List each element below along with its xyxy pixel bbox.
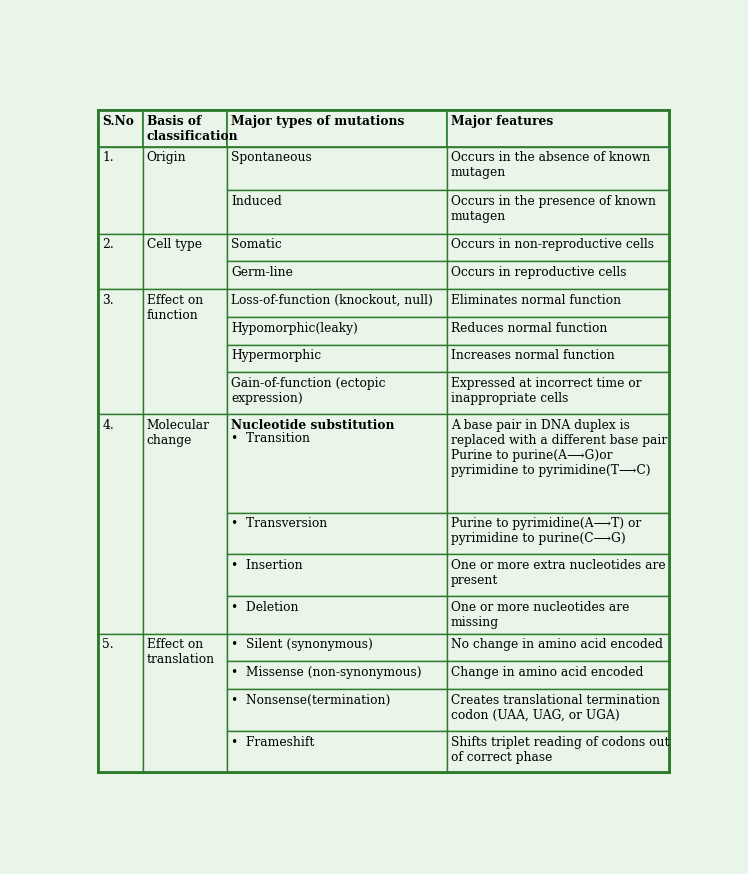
Bar: [447, 110, 669, 147]
Text: Molecular
change: Molecular change: [147, 419, 209, 447]
Text: Effect on
translation: Effect on translation: [147, 638, 215, 666]
Bar: [98, 233, 143, 289]
Text: Cell type: Cell type: [147, 239, 202, 251]
Text: Occurs in reproductive cells: Occurs in reproductive cells: [451, 266, 626, 279]
Text: One or more extra nucleotides are
present: One or more extra nucleotides are presen…: [451, 559, 666, 587]
Text: Increases normal function: Increases normal function: [451, 350, 614, 363]
Text: Gain-of-function (ectopic
expression): Gain-of-function (ectopic expression): [231, 378, 386, 406]
Text: 3.: 3.: [102, 294, 114, 307]
Bar: [143, 147, 227, 233]
Text: Shifts triplet reading of codons out
of correct phase: Shifts triplet reading of codons out of …: [451, 736, 669, 764]
Text: •  Deletion: • Deletion: [231, 600, 298, 614]
Text: Germ-line: Germ-line: [231, 266, 293, 279]
Text: Occurs in the absence of known
mutagen: Occurs in the absence of known mutagen: [451, 151, 650, 179]
Bar: [143, 634, 227, 773]
Text: Induced: Induced: [231, 195, 282, 208]
Bar: [447, 634, 669, 662]
Bar: [227, 261, 447, 289]
Bar: [227, 512, 447, 554]
Bar: [447, 512, 669, 554]
Bar: [227, 414, 447, 512]
Bar: [447, 289, 669, 317]
Text: 5.: 5.: [102, 638, 114, 651]
Text: •  Transition: • Transition: [231, 432, 310, 445]
Bar: [227, 634, 447, 662]
Bar: [447, 147, 669, 191]
Bar: [447, 662, 669, 689]
Bar: [143, 233, 227, 289]
Text: Spontaneous: Spontaneous: [231, 151, 312, 164]
Bar: [447, 596, 669, 634]
Text: •  Missense (non-synonymous): • Missense (non-synonymous): [231, 666, 422, 679]
Bar: [447, 689, 669, 731]
Text: 4.: 4.: [102, 419, 114, 432]
Text: Loss-of-function (knockout, null): Loss-of-function (knockout, null): [231, 294, 433, 307]
Bar: [227, 689, 447, 731]
Text: Change in amino acid encoded: Change in amino acid encoded: [451, 666, 643, 679]
Text: •  Transversion: • Transversion: [231, 517, 328, 531]
Bar: [227, 233, 447, 261]
Text: A base pair in DNA duplex is
replaced with a different base pair
Purine to purin: A base pair in DNA duplex is replaced wi…: [451, 419, 667, 477]
Bar: [227, 289, 447, 317]
Bar: [227, 344, 447, 372]
Bar: [143, 289, 227, 414]
Text: •  Frameshift: • Frameshift: [231, 736, 314, 748]
Bar: [447, 554, 669, 596]
Bar: [98, 147, 143, 233]
Text: Major features: Major features: [451, 115, 553, 128]
Text: Origin: Origin: [147, 151, 186, 164]
Bar: [447, 317, 669, 344]
Bar: [227, 554, 447, 596]
Text: S.No: S.No: [102, 115, 134, 128]
Bar: [227, 317, 447, 344]
Bar: [227, 110, 447, 147]
Text: •  Silent (synonymous): • Silent (synonymous): [231, 638, 373, 651]
Bar: [227, 662, 447, 689]
Text: Occurs in non-reproductive cells: Occurs in non-reproductive cells: [451, 239, 654, 251]
Bar: [447, 233, 669, 261]
Text: Eliminates normal function: Eliminates normal function: [451, 294, 621, 307]
Text: Hypermorphic: Hypermorphic: [231, 350, 321, 363]
Bar: [227, 147, 447, 191]
Text: 1.: 1.: [102, 151, 114, 164]
Bar: [447, 372, 669, 414]
Text: Purine to pyrimidine(A⟶T) or
pyrimidine to purine(C⟶G): Purine to pyrimidine(A⟶T) or pyrimidine …: [451, 517, 641, 545]
Text: Basis of
classification: Basis of classification: [147, 115, 239, 143]
Bar: [143, 110, 227, 147]
Bar: [447, 414, 669, 512]
Text: 2.: 2.: [102, 239, 114, 251]
Text: Hypomorphic(leaky): Hypomorphic(leaky): [231, 322, 358, 335]
Text: One or more nucleotides are
missing: One or more nucleotides are missing: [451, 600, 629, 628]
Text: Somatic: Somatic: [231, 239, 282, 251]
Bar: [98, 414, 143, 634]
Text: Major types of mutations: Major types of mutations: [231, 115, 405, 128]
Bar: [227, 372, 447, 414]
Bar: [98, 289, 143, 414]
Text: Effect on
function: Effect on function: [147, 294, 203, 322]
Text: Reduces normal function: Reduces normal function: [451, 322, 607, 335]
Bar: [98, 110, 143, 147]
Text: •  Insertion: • Insertion: [231, 559, 303, 572]
Bar: [227, 596, 447, 634]
Bar: [447, 344, 669, 372]
Bar: [98, 634, 143, 773]
Text: Creates translational termination
codon (UAA, UAG, or UGA): Creates translational termination codon …: [451, 694, 660, 722]
Bar: [447, 261, 669, 289]
Text: No change in amino acid encoded: No change in amino acid encoded: [451, 638, 663, 651]
Text: Expressed at incorrect time or
inappropriate cells: Expressed at incorrect time or inappropr…: [451, 378, 641, 406]
Bar: [447, 191, 669, 233]
Bar: [143, 414, 227, 634]
Text: •  Nonsense(termination): • Nonsense(termination): [231, 694, 390, 707]
Text: Nucleotide substitution: Nucleotide substitution: [231, 419, 395, 432]
Bar: [227, 731, 447, 773]
Bar: [447, 731, 669, 773]
Bar: [227, 191, 447, 233]
Text: Occurs in the presence of known
mutagen: Occurs in the presence of known mutagen: [451, 195, 656, 223]
